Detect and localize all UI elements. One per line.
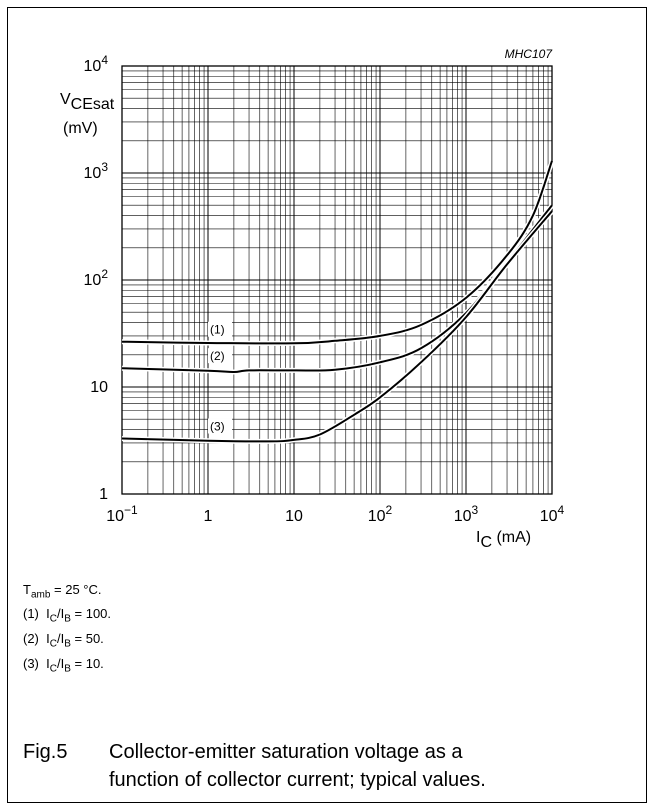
series-line-1 xyxy=(121,160,553,345)
series-label-2: (2) xyxy=(210,349,225,363)
x-tick-label: 104 xyxy=(540,503,565,525)
ambient-temperature-note: Tamb = 25 °C. xyxy=(23,582,102,601)
figure-frame xyxy=(7,7,647,803)
series-halo-1 xyxy=(121,159,555,346)
plot-border xyxy=(121,65,553,495)
y-tick-label: 1 xyxy=(99,486,108,503)
series-labels: (1) (2) (3) xyxy=(208,321,232,434)
series-label-1: (1) xyxy=(210,323,225,337)
series-label-bg xyxy=(208,418,232,434)
note-curve-2: (2) IC/IB = 50. xyxy=(23,631,104,650)
series-label-3: (3) xyxy=(210,420,225,434)
note-curve-1: (1) IC/IB = 100. xyxy=(23,606,112,625)
y-tick-label: 103 xyxy=(84,160,109,182)
x-axis-label: IC (mA) xyxy=(476,529,531,551)
series-curves xyxy=(121,159,555,444)
chart-code: MHC107 xyxy=(505,47,554,61)
y-axis-unit: (mV) xyxy=(63,120,98,137)
y-tick-label: 10 xyxy=(90,379,108,396)
series-label-bg xyxy=(208,321,232,337)
y-tick-label: 104 xyxy=(84,53,109,75)
note-curve-3: (3) IC/IB = 10. xyxy=(23,656,104,675)
series-halo-3 xyxy=(121,209,554,444)
y-axis-label: VCEsat xyxy=(60,91,115,113)
major-grid xyxy=(122,66,552,494)
figure-caption-line-1: Collector-emitter saturation voltage as … xyxy=(109,741,463,763)
series-label-bg xyxy=(208,348,232,364)
series-line-3 xyxy=(121,210,553,443)
figure-caption-line-2: function of collector current; typical v… xyxy=(109,769,486,791)
x-tick-label: 1 xyxy=(204,508,213,525)
x-tick-label: 102 xyxy=(368,503,393,525)
x-tick-label: 10 xyxy=(285,508,303,525)
x-tick-label: 103 xyxy=(454,503,479,525)
x-tick-label: 10−1 xyxy=(106,503,138,525)
figure-number: Fig.5 xyxy=(23,741,68,763)
y-tick-label: 102 xyxy=(84,267,109,289)
